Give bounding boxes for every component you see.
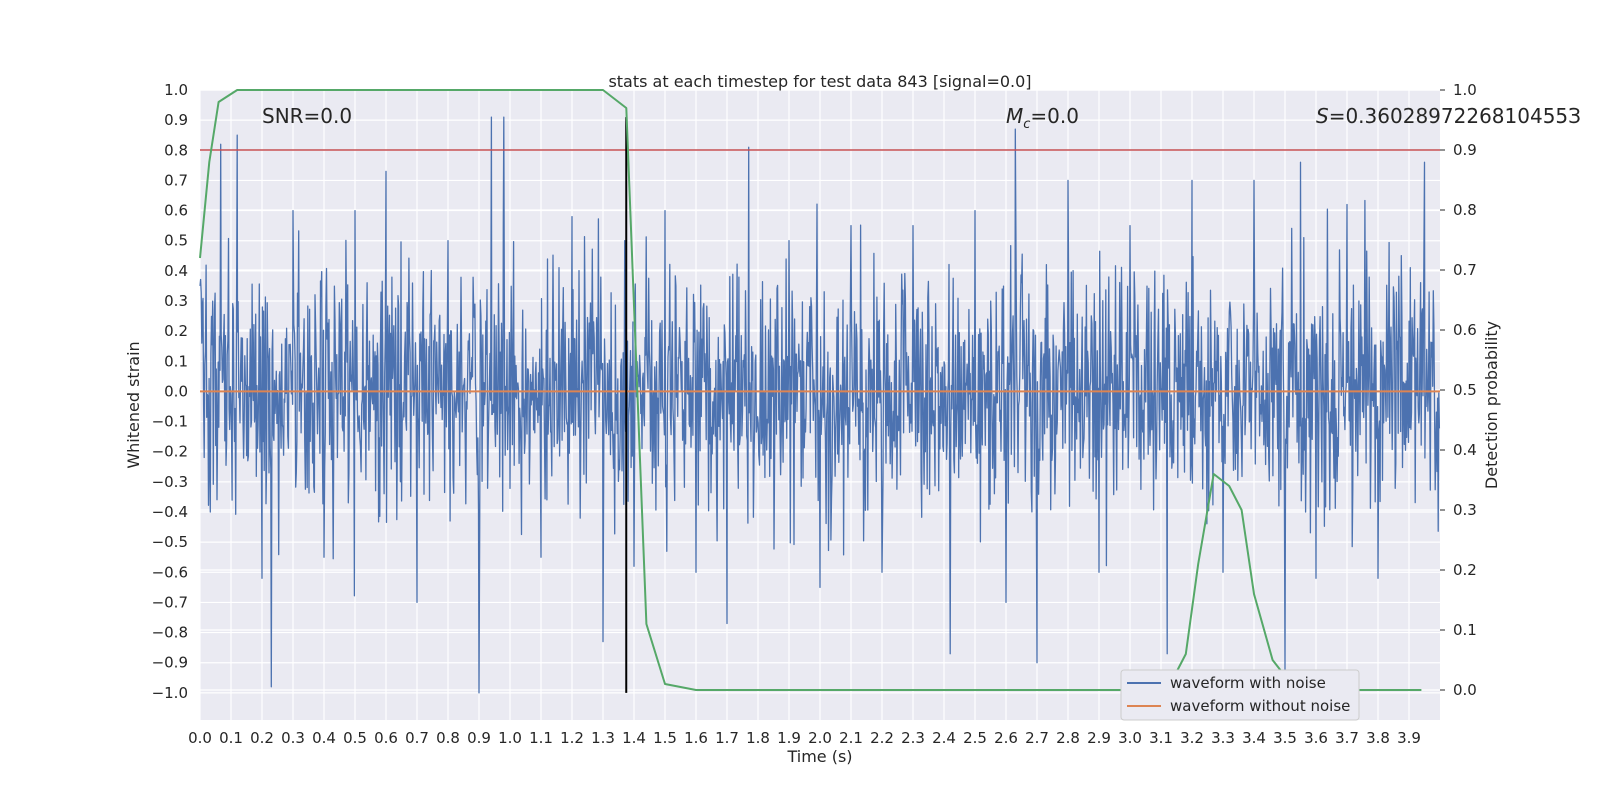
x-tick-label: 0.9: [467, 729, 491, 747]
y-tick-label: 1.0: [164, 81, 188, 99]
x-tick-label: 3.1: [1149, 729, 1173, 747]
y2-tick-label: 1.0: [1453, 81, 1477, 99]
waveform-with-noise-line: [199, 116, 1441, 694]
x-tick-label: 2.7: [1025, 729, 1049, 747]
y2-tick-label: 0.5: [1453, 381, 1477, 399]
y-tick-label: 0.8: [164, 141, 188, 159]
legend: waveform with noise waveform without noi…: [1120, 669, 1360, 721]
s-value: =0.3602897226810455З: [1329, 104, 1581, 128]
x-tick-label: 2.3: [901, 729, 925, 747]
mc-annotation: Mc=0.0: [1006, 104, 1079, 132]
x-tick-label: 2.0: [808, 729, 832, 747]
y-tick-label: −0.7: [152, 593, 188, 611]
x-tick-label: 3.4: [1242, 729, 1266, 747]
y-tick-label: 0.5: [164, 232, 188, 250]
y2-tick-label: 0.7: [1453, 261, 1477, 279]
x-tick-label: 3.6: [1304, 729, 1328, 747]
y2-tick-label: 0.0: [1453, 681, 1477, 699]
y-tick-label: 0.4: [164, 262, 188, 280]
mc-subscript: c: [1023, 117, 1030, 132]
x-tick-label: 1.0: [498, 729, 522, 747]
x-tick-label: 0.2: [250, 729, 274, 747]
x-tick-label: 0.7: [405, 729, 429, 747]
y-tick-label: −1.0: [152, 684, 188, 702]
x-tick-label: 3.3: [1211, 729, 1235, 747]
y-tick-label: 0.0: [164, 382, 188, 400]
x-tick-label: 2.9: [1087, 729, 1111, 747]
y-tick-label: −0.3: [152, 473, 188, 491]
x-axis-ticks: 0.0 0.1 0.2 0.3 0.4 0.5 0.6 0.7 0.8 0.9 1.0 1.1 1.2 1…: [188, 729, 1421, 747]
x-tick-label: 0.3: [281, 729, 305, 747]
y-tick-label: −0.6: [152, 563, 188, 581]
x-tick-label: 0.8: [436, 729, 460, 747]
x-tick-label: 3.0: [1118, 729, 1142, 747]
x-tick-label: 0.0: [188, 729, 212, 747]
mc-symbol: M: [1006, 104, 1023, 128]
x-tick-label: 2.4: [932, 729, 956, 747]
y-axis-label: Whitened strain: [124, 341, 143, 468]
x-tick-label: 1.5: [653, 729, 677, 747]
x-tick-label: 2.2: [870, 729, 894, 747]
x-tick-label: 1.2: [560, 729, 584, 747]
y-tick-label: 0.6: [164, 202, 188, 220]
y-tick-label: −0.2: [152, 443, 188, 461]
y2-tick-label: 0.4: [1453, 441, 1477, 459]
y-tick-label: 0.3: [164, 292, 188, 310]
x-tick-label: 0.1: [219, 729, 243, 747]
snr-annotation: SNR=0.0: [262, 104, 352, 128]
y-tick-label: −0.8: [152, 624, 188, 642]
y-tick-label: −0.4: [152, 503, 188, 521]
series-detection-probability: [199, 89, 1422, 691]
x-tick-label: 1.6: [684, 729, 708, 747]
y2-tick-label: 0.1: [1453, 621, 1477, 639]
x-tick-label: 2.1: [839, 729, 863, 747]
chart-title: stats at each timestep for test data 843…: [608, 72, 1031, 91]
x-tick-label: 2.5: [963, 729, 987, 747]
y-tick-label: 0.2: [164, 322, 188, 340]
y2-tick-label: 0.8: [1453, 201, 1477, 219]
x-tick-label: 1.3: [591, 729, 615, 747]
x-axis-label: Time (s): [786, 747, 852, 766]
legend-box: [1120, 669, 1360, 721]
x-tick-label: 0.6: [374, 729, 398, 747]
x-tick-label: 3.7: [1335, 729, 1359, 747]
y-tick-label: −0.1: [152, 413, 188, 431]
y-tick-label: −0.9: [152, 654, 188, 672]
x-tick-label: 3.9: [1397, 729, 1421, 747]
x-tick-label: 1.7: [715, 729, 739, 747]
x-tick-label: 1.1: [529, 729, 553, 747]
s-annotation: S=0.3602897226810455З: [1316, 104, 1581, 128]
y2-tick-label: 0.2: [1453, 561, 1477, 579]
y2-axis-ticks: 1.0 0.9 0.8 0.7 0.6 0.5 0.4 0.3 0.2 0.1 0.0: [1440, 81, 1477, 699]
mc-value: =0.0: [1030, 104, 1079, 128]
x-tick-label: 1.4: [622, 729, 646, 747]
x-tick-label: 2.6: [994, 729, 1018, 747]
y-tick-label: 0.7: [164, 171, 188, 189]
x-tick-label: 3.8: [1366, 729, 1390, 747]
s-symbol: S: [1316, 104, 1329, 128]
detection-probability-line: [199, 89, 1422, 691]
y2-tick-label: 0.6: [1453, 321, 1477, 339]
y2-axis-label: Detection probability: [1482, 321, 1501, 489]
x-tick-label: 3.2: [1180, 729, 1204, 747]
reference-lines: [200, 117, 1440, 693]
x-tick-label: 0.4: [312, 729, 336, 747]
y2-tick-label: 0.3: [1453, 501, 1477, 519]
series-waveform-with-noise: [199, 116, 1441, 694]
y-tick-label: −0.5: [152, 533, 188, 551]
y2-tick-label: 0.9: [1453, 141, 1477, 159]
legend-label-noise: waveform with noise: [1170, 674, 1326, 692]
x-tick-label: 3.5: [1273, 729, 1297, 747]
y-tick-label: 0.1: [164, 352, 188, 370]
x-tick-label: 2.8: [1056, 729, 1080, 747]
y-tick-label: 0.9: [164, 111, 188, 129]
legend-label-clean: waveform without noise: [1170, 697, 1350, 715]
x-tick-label: 1.9: [777, 729, 801, 747]
y-axis-ticks: 1.0 0.9 0.8 0.7 0.6 0.5 0.4 0.3 0.2 0.1 0.0 −0.1 −0.…: [152, 81, 188, 702]
x-tick-label: 0.5: [343, 729, 367, 747]
x-tick-label: 1.8: [746, 729, 770, 747]
